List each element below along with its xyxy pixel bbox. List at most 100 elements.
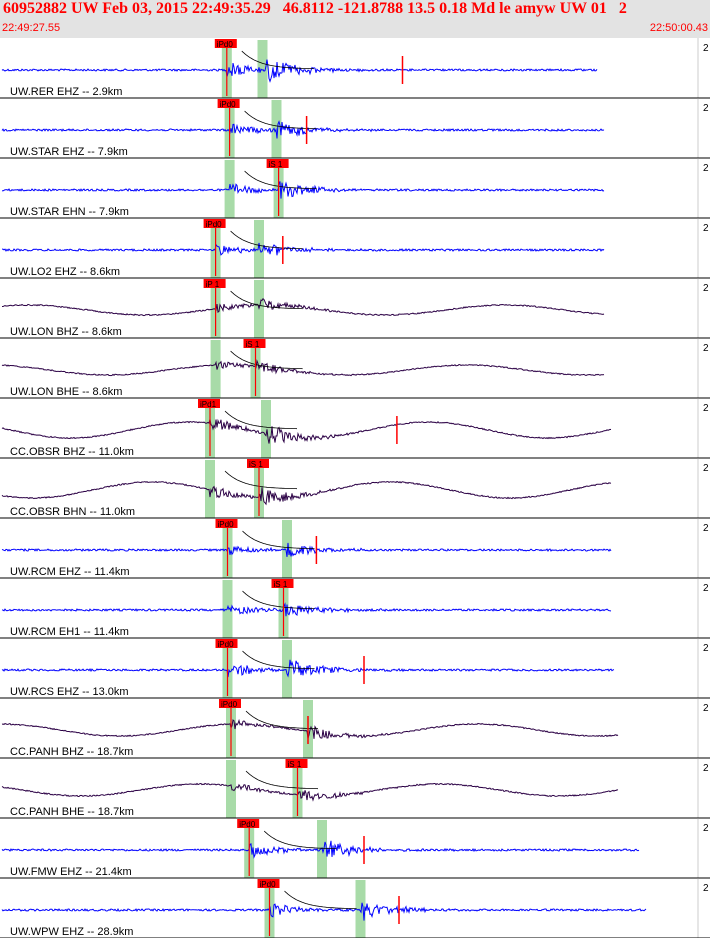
waveform-trace bbox=[1, 659, 615, 678]
station-label: UW.RCS EHZ -- 13.0km bbox=[10, 686, 129, 698]
panel-edge-label: 2 bbox=[703, 403, 709, 414]
pick-label-box bbox=[214, 39, 237, 48]
waveform-trace bbox=[1, 418, 612, 444]
station-label: UW.LON BHZ -- 8.6km bbox=[10, 326, 122, 338]
coda-duration-curve bbox=[241, 50, 314, 70]
pick-label-box bbox=[203, 279, 226, 288]
pick-label-box bbox=[266, 159, 289, 168]
pick-label: iPd0 bbox=[221, 700, 238, 709]
waveform-trace bbox=[1, 359, 605, 377]
pick-label-box bbox=[219, 699, 241, 708]
panel-edge-label: 2 bbox=[703, 703, 709, 714]
pick-label-box bbox=[215, 639, 238, 648]
station-label: UW.STAR EHN -- 7.9km bbox=[10, 206, 129, 218]
pick-label: iPd0 bbox=[218, 640, 235, 649]
panel-edge-label: 2 bbox=[703, 823, 709, 834]
station-label: CC.OBSR BHZ -- 11.0km bbox=[10, 446, 134, 458]
pick-label: iP 1 bbox=[206, 280, 220, 289]
waveform-trace bbox=[2, 242, 605, 256]
pick-label-box bbox=[217, 99, 240, 108]
panel-edge-label: 2 bbox=[703, 223, 709, 234]
pick-label: iPd0 bbox=[218, 520, 235, 529]
s-pick-window bbox=[282, 520, 292, 578]
pick-label-box bbox=[247, 459, 269, 468]
event-header: 60952882 UW Feb 03, 2015 22:49:35.29 46.… bbox=[0, 0, 710, 38]
waveform-trace bbox=[1, 480, 612, 506]
station-label: CC.OBSR BHN -- 11.0km bbox=[10, 506, 135, 518]
coda-duration-curve bbox=[284, 890, 357, 910]
pick-label-box bbox=[285, 759, 308, 768]
pick-label-box bbox=[215, 519, 238, 528]
station-label: UW.FMW EHZ -- 21.4km bbox=[10, 866, 132, 878]
pick-label: iPd1 bbox=[200, 400, 217, 409]
p-pick-window bbox=[205, 460, 215, 518]
s-pick-window bbox=[261, 400, 271, 458]
s-pick-window bbox=[257, 40, 268, 98]
coda-duration-curve bbox=[244, 110, 317, 130]
coda-duration-curve bbox=[224, 470, 298, 490]
waveform-trace bbox=[1, 840, 640, 859]
waveform-trace bbox=[1, 718, 619, 740]
coda-duration-curve bbox=[230, 230, 303, 250]
station-label: UW.RER EHZ -- 2.9km bbox=[10, 86, 122, 98]
p-pick-window bbox=[226, 760, 236, 818]
pick-label-box bbox=[271, 579, 294, 588]
coda-duration-curve bbox=[230, 290, 303, 310]
event-summary-title: 60952882 UW Feb 03, 2015 22:49:35.29 46.… bbox=[3, 0, 627, 17]
p-pick-window bbox=[210, 340, 221, 398]
station-label: UW.RCM EH1 -- 11.4km bbox=[10, 626, 129, 638]
pick-label-box bbox=[198, 399, 220, 408]
end-time-label: 22:50:00.43 bbox=[649, 22, 708, 34]
seismogram-panel: 2 iPd0 UW.RER EHZ -- 2.9km 2 iPd0 UW.STAR EHZ… bbox=[0, 38, 710, 938]
station-label: UW.RCM EHZ -- 11.4km bbox=[10, 566, 130, 578]
waveform-trace bbox=[1, 902, 647, 921]
waveform-trace bbox=[1, 542, 612, 557]
station-label: UW.STAR EHZ -- 7.9km bbox=[10, 146, 128, 158]
s-pick-window bbox=[282, 640, 292, 698]
pick-label: iS 1 bbox=[269, 160, 283, 169]
pick-label-box bbox=[203, 219, 226, 228]
waveform-trace bbox=[1, 782, 619, 802]
pick-label: iPd0 bbox=[206, 220, 223, 229]
s-pick-window bbox=[355, 880, 366, 938]
panel-edge-label: 2 bbox=[703, 763, 709, 774]
waveform-trace bbox=[1, 120, 605, 139]
panel-edge-label: 2 bbox=[703, 43, 709, 54]
coda-duration-curve bbox=[242, 590, 315, 610]
panel-edge-label: 2 bbox=[703, 163, 709, 174]
coda-duration-curve bbox=[242, 650, 315, 670]
pick-label-box bbox=[257, 879, 280, 888]
coda-duration-curve bbox=[245, 770, 319, 790]
station-label: CC.PANH BHZ -- 18.7km bbox=[10, 746, 133, 758]
station-label: UW.LON BHE -- 8.6km bbox=[10, 386, 122, 398]
waveform-trace bbox=[1, 602, 612, 617]
s-pick-window bbox=[271, 100, 282, 158]
pick-label: iS 1 bbox=[274, 580, 288, 589]
s-pick-window bbox=[254, 220, 264, 278]
panel-edge-label: 2 bbox=[703, 883, 709, 894]
pick-label: iS 1 bbox=[249, 460, 263, 469]
pick-label-box bbox=[243, 339, 266, 348]
panel-edge-label: 2 bbox=[703, 583, 709, 594]
pick-label: iPd0 bbox=[260, 880, 277, 889]
coda-duration-curve bbox=[245, 710, 319, 730]
station-label: CC.PANH BHE -- 18.7km bbox=[10, 806, 134, 818]
pick-label-box bbox=[237, 819, 260, 828]
pick-label: iPd0 bbox=[239, 820, 256, 829]
panel-edge-label: 2 bbox=[703, 643, 709, 654]
station-label: UW.LO2 EHZ -- 8.6km bbox=[10, 266, 120, 278]
pick-label: iS 1 bbox=[288, 760, 302, 769]
panel-edge-label: 2 bbox=[703, 463, 709, 474]
panel-edge-label: 2 bbox=[703, 283, 709, 294]
pick-label: iS 1 bbox=[246, 340, 260, 349]
coda-duration-curve bbox=[224, 410, 298, 430]
start-time-label: 22:49:27.55 bbox=[2, 22, 61, 34]
waveform-trace bbox=[1, 181, 605, 199]
coda-duration-curve bbox=[263, 830, 337, 850]
station-label: UW.WPW EHZ -- 28.9km bbox=[10, 926, 133, 938]
pick-label: iPd0 bbox=[220, 100, 237, 109]
pick-label: iPd0 bbox=[217, 40, 234, 49]
coda-duration-curve bbox=[230, 350, 303, 370]
panel-edge-label: 2 bbox=[703, 523, 709, 534]
waveform-trace bbox=[1, 59, 598, 83]
